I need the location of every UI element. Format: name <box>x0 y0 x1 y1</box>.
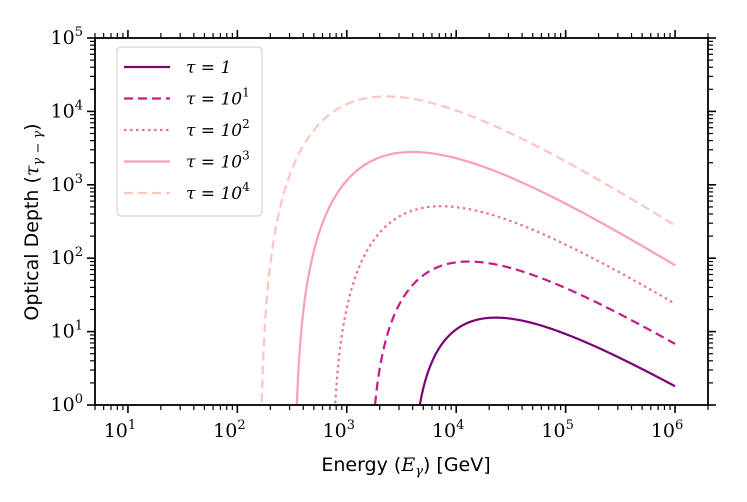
x-tick-label: 101 <box>104 418 136 442</box>
series-line-5 <box>260 95 676 405</box>
curves <box>260 95 676 405</box>
legend-label-3: τ = 102 <box>186 117 250 141</box>
y-tick-label: 100 <box>51 392 83 416</box>
series-line-4 <box>295 150 676 405</box>
y-tick-label: 103 <box>51 172 83 196</box>
x-tick-label: 105 <box>541 418 573 442</box>
series-line-2 <box>373 260 676 405</box>
x-tick-label: 106 <box>651 418 683 442</box>
tick-labels: 101 102 103 104 105 106 100 101 102 103 104 105 <box>51 25 684 442</box>
x-tick-label: 103 <box>323 418 355 442</box>
y-tick-label: 102 <box>51 245 83 269</box>
y-tick-label: 105 <box>51 25 83 49</box>
series-line-3 <box>334 205 676 405</box>
legend-label-1: τ = 1 <box>186 58 231 78</box>
legend: τ = 1 τ = 101 τ = 102 τ = 103 τ = 104 <box>116 46 263 217</box>
y-axis-label: Optical Depth (τγ − γ) <box>21 123 46 320</box>
plot-frame <box>94 37 709 406</box>
series-line-1 <box>418 316 676 405</box>
x-tick-label: 104 <box>432 418 464 442</box>
y-tick-label: 104 <box>51 98 83 122</box>
x-axis-label: Energy (Eγ) [GeV] <box>321 454 490 479</box>
legend-label-2: τ = 101 <box>186 86 250 110</box>
y-tick-label: 101 <box>51 319 83 343</box>
legend-label-5: τ = 104 <box>186 180 250 204</box>
legend-label-4: τ = 103 <box>186 149 250 173</box>
x-tick-label: 102 <box>213 418 245 442</box>
legend-frame <box>116 46 263 217</box>
